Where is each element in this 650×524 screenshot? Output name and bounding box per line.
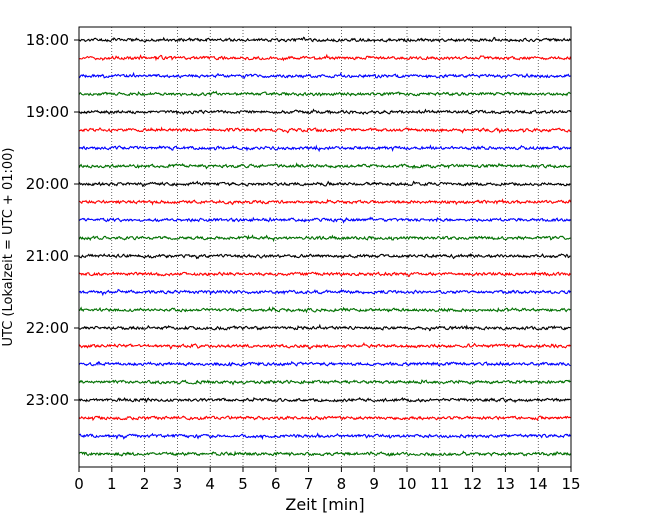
trace-2315 xyxy=(78,415,571,422)
plot-frame xyxy=(78,26,572,468)
trace-layer xyxy=(78,36,571,457)
y-axis-label: UTC (Lokalzeit = UTC + 01:00) xyxy=(1,148,16,347)
trace-1800 xyxy=(78,36,571,43)
grid-layer xyxy=(111,27,539,467)
axis-layer: 0 1 2 3 4 5 6 7 8 9 10 11 12 13 14 1518:0019:0020:0021:… xyxy=(26,31,581,493)
x-tick-label-15: 15 xyxy=(561,475,580,493)
x-tick-label-10: 10 xyxy=(397,475,416,493)
trace-2030 xyxy=(78,216,571,224)
x-tick-label-8: 8 xyxy=(337,475,347,493)
trace-1945 xyxy=(78,162,571,170)
x-tick-label-11: 11 xyxy=(430,475,449,493)
trace-2130 xyxy=(78,288,571,297)
trace-2330 xyxy=(78,432,571,441)
x-tick-label-6: 6 xyxy=(271,475,281,493)
trace-1830 xyxy=(78,71,571,80)
x-tick-label-1: 1 xyxy=(107,475,117,493)
y-tick-label-23:00: 23:00 xyxy=(26,391,69,409)
x-tick-label-12: 12 xyxy=(463,475,482,493)
trace-1930 xyxy=(78,144,571,153)
y-tick-label-20:00: 20:00 xyxy=(26,175,69,193)
x-tick-label-5: 5 xyxy=(238,475,248,493)
trace-2230 xyxy=(78,360,571,367)
trace-1915 xyxy=(78,126,571,134)
x-tick-label-3: 3 xyxy=(173,475,183,493)
x-tick-label-4: 4 xyxy=(205,475,215,493)
y-tick-label-21:00: 21:00 xyxy=(26,247,69,265)
trace-1900 xyxy=(78,108,571,116)
y-tick-label-18:00: 18:00 xyxy=(26,31,69,49)
trace-2100 xyxy=(78,253,571,260)
trace-1845 xyxy=(78,90,571,97)
x-tick-label-7: 7 xyxy=(304,475,314,493)
trace-2200 xyxy=(78,323,571,332)
trace-1815 xyxy=(78,53,571,62)
y-tick-label-22:00: 22:00 xyxy=(26,319,69,337)
x-tick-label-13: 13 xyxy=(496,475,515,493)
trace-2245 xyxy=(78,379,571,386)
trace-2045 xyxy=(78,234,571,243)
x-tick-label-2: 2 xyxy=(140,475,150,493)
trace-2115 xyxy=(78,271,571,278)
plot-area xyxy=(79,27,571,467)
trace-2000 xyxy=(78,180,571,187)
y-tick-label-19:00: 19:00 xyxy=(26,103,69,121)
x-axis-label: Zeit [min] xyxy=(285,495,364,514)
trace-2345 xyxy=(78,450,571,457)
trace-2145 xyxy=(78,306,571,314)
x-tick-label-14: 14 xyxy=(529,475,548,493)
trace-2300 xyxy=(78,396,571,404)
x-tick-label-0: 0 xyxy=(74,475,84,493)
trace-2015 xyxy=(78,198,571,206)
x-tick-label-9: 9 xyxy=(369,475,379,493)
trace-2215 xyxy=(78,341,571,351)
